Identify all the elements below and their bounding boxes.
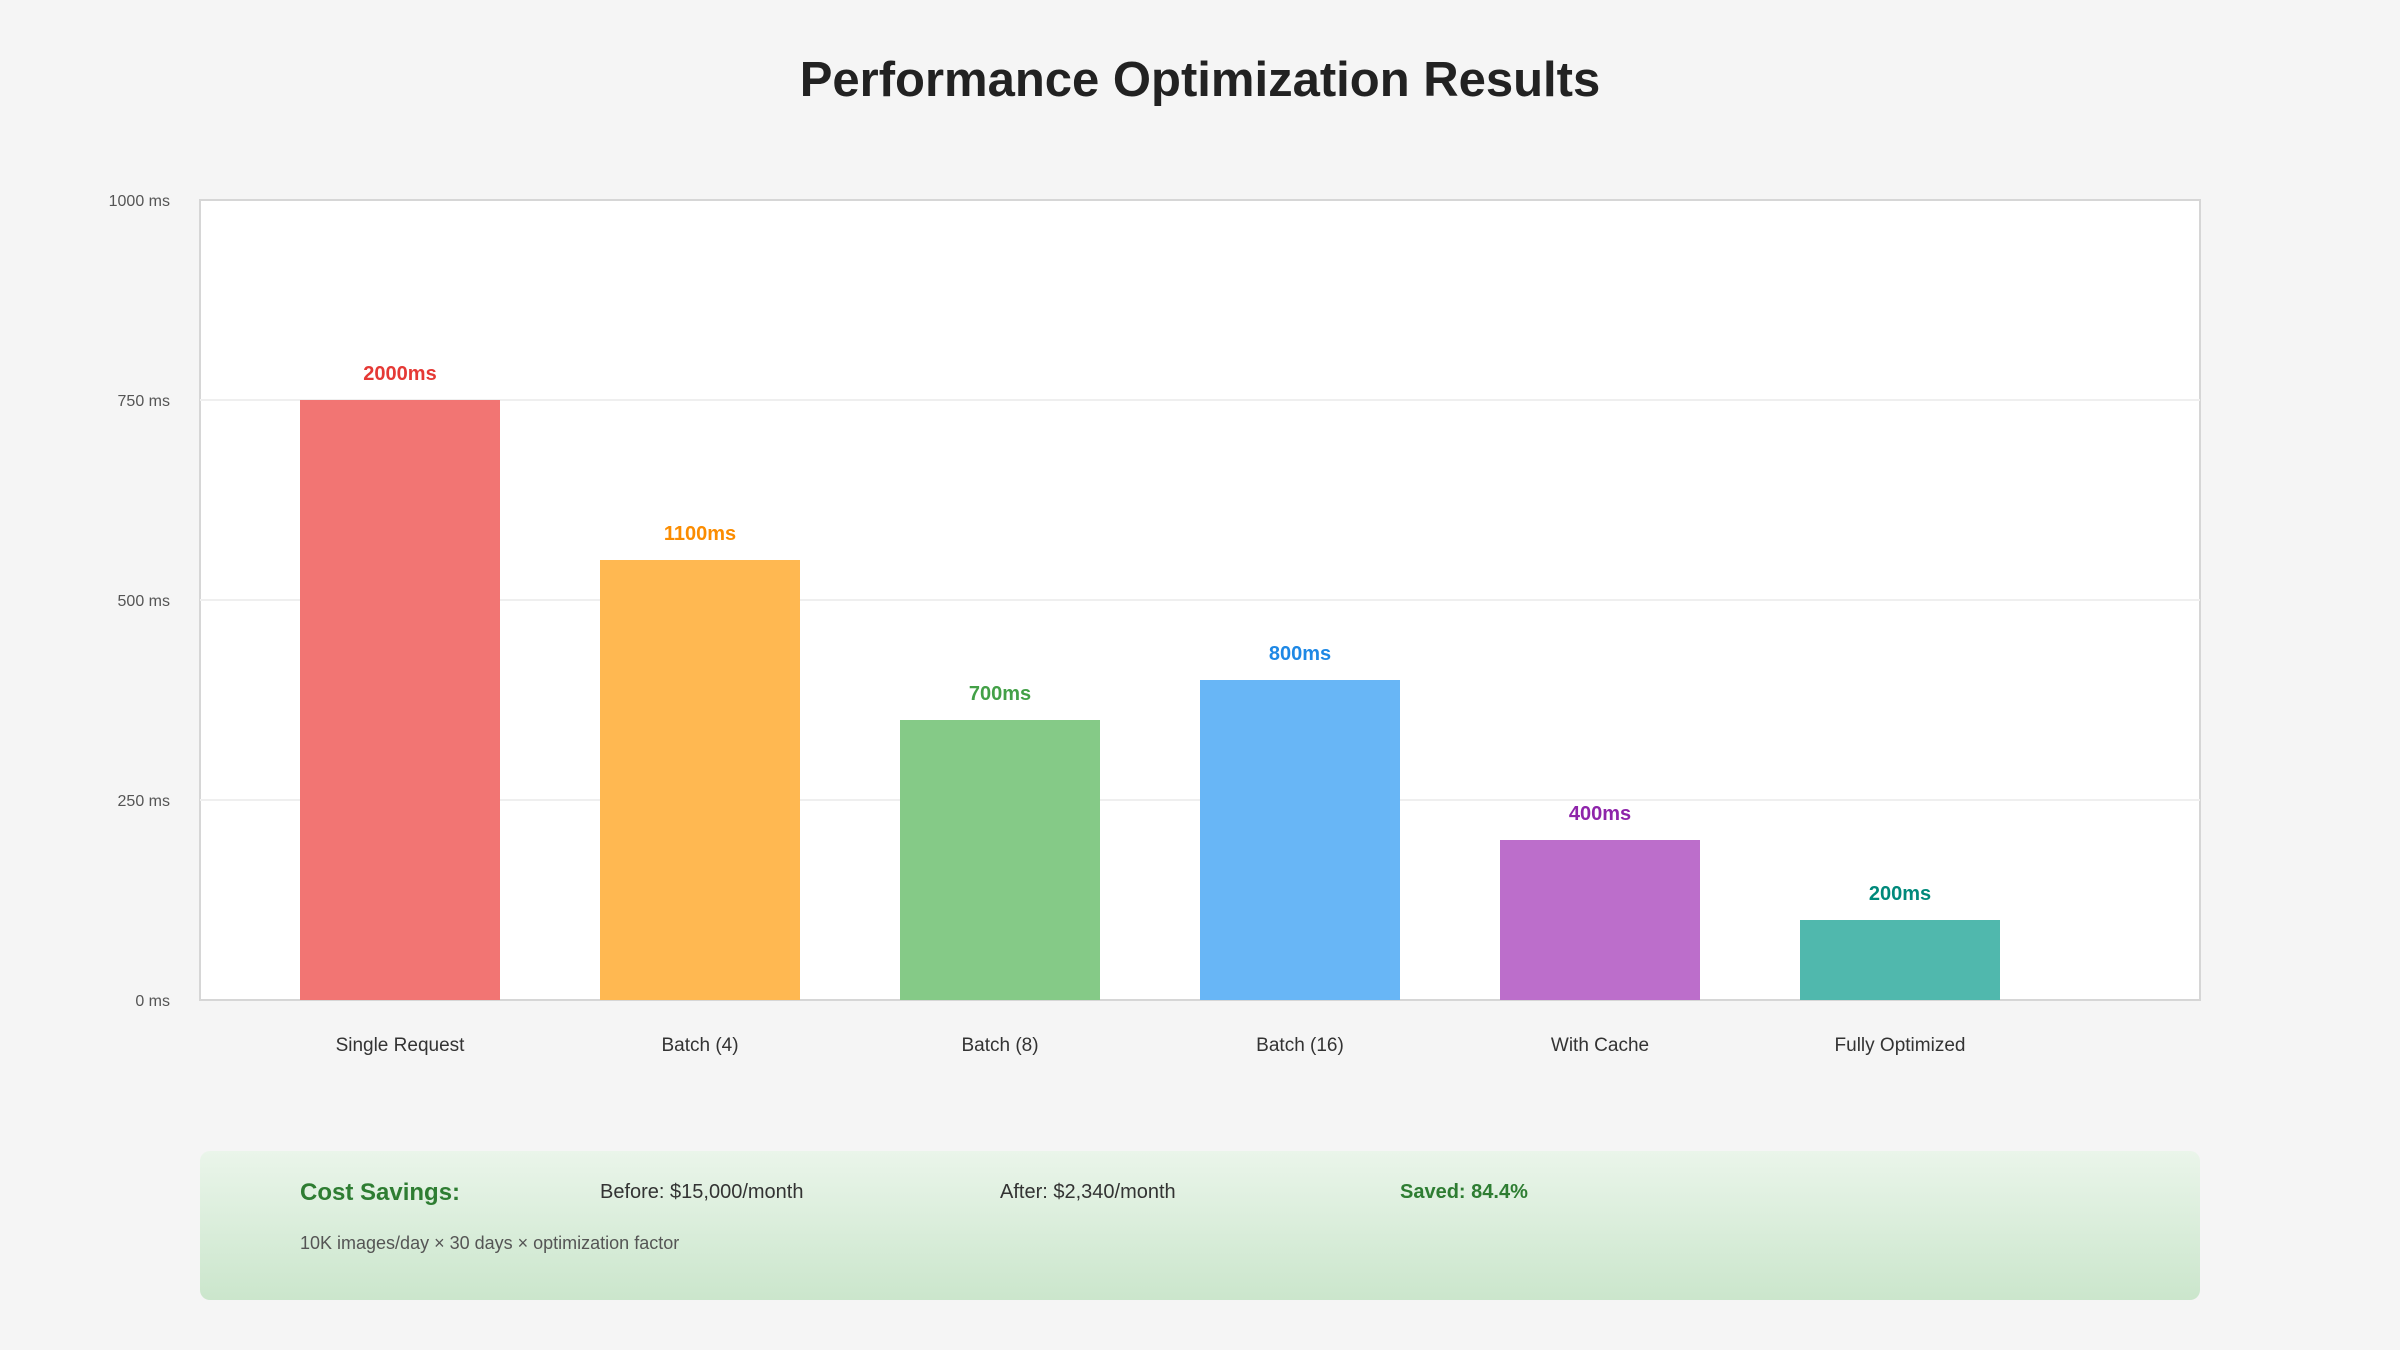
x-tick-label: Batch (4) (661, 1035, 738, 1056)
y-tick-label: 500 ms (118, 593, 170, 610)
cost-savings-note: 10K images/day × 30 days × optimization … (300, 1233, 680, 1253)
bar (900, 720, 1100, 1000)
data-label: 1100ms (664, 523, 736, 545)
x-tick-label: Batch (16) (1256, 1035, 1344, 1056)
bars (300, 400, 2000, 1000)
chart-title: Performance Optimization Results (799, 53, 1601, 107)
y-axis-ticks: 0 ms 250 ms 500 ms 750 ms 1000 ms (109, 193, 170, 1010)
cost-savings-panel: Cost Savings: Before: $15,000/month Afte… (200, 1151, 2200, 1300)
bar (600, 560, 800, 1000)
x-tick-label: Fully Optimized (1835, 1035, 1966, 1056)
cost-saved-percent: Saved: 84.4% (1400, 1181, 1528, 1203)
bar-chart: 0 ms 250 ms 500 ms 750 ms 1000 ms 2000ms 1100… (109, 193, 2201, 1056)
x-tick-label: Batch (8) (961, 1035, 1038, 1056)
y-tick-label: 1000 ms (109, 193, 170, 210)
y-tick-label: 750 ms (118, 393, 170, 410)
data-label: 700ms (969, 683, 1031, 705)
data-label: 200ms (1869, 883, 1931, 905)
data-label: 2000ms (363, 363, 436, 385)
x-tick-label: With Cache (1551, 1035, 1649, 1056)
data-labels: 2000ms 1100ms 700ms 800ms 400ms 200ms (363, 363, 1931, 905)
data-label: 400ms (1569, 803, 1631, 825)
bar (1500, 840, 1700, 1000)
x-axis-ticks: Single Request Batch (4) Batch (8) Batch (1… (336, 1035, 1966, 1056)
y-tick-label: 250 ms (118, 793, 170, 810)
data-label: 800ms (1269, 643, 1331, 665)
cost-before: Before: $15,000/month (600, 1181, 804, 1203)
cost-savings-label: Cost Savings: (300, 1179, 461, 1206)
bar (1800, 920, 2000, 1000)
y-tick-label: 0 ms (135, 993, 170, 1010)
bar (300, 400, 500, 1000)
x-tick-label: Single Request (336, 1035, 466, 1056)
cost-after: After: $2,340/month (1000, 1181, 1176, 1203)
bar (1200, 680, 1400, 1000)
